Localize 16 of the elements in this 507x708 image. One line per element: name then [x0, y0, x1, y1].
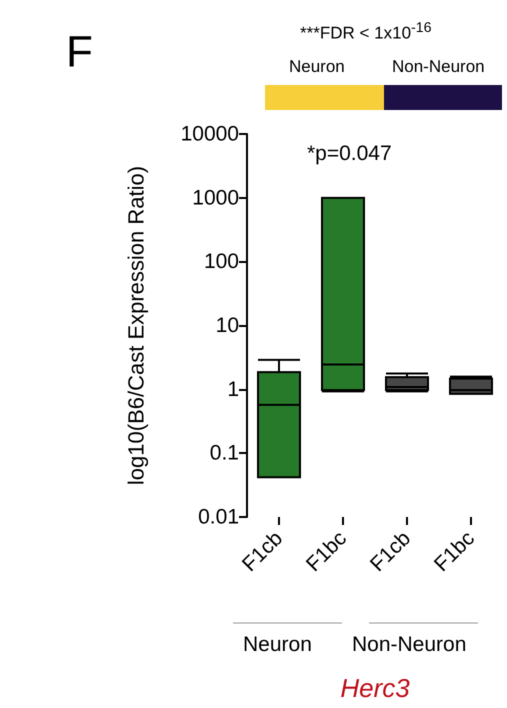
text: Neuron [243, 633, 312, 656]
y-tick-label: 1 [227, 378, 239, 401]
y-axis-title: log10(B6/Cast Expression Ratio) [124, 166, 148, 486]
y-tick-label: 100 [204, 250, 239, 274]
y-tick-label: 0.01 [198, 506, 239, 528]
annotation: *p=0.047 [307, 142, 392, 165]
y-tick-label: 10 [216, 314, 239, 337]
text: Neuron [289, 57, 345, 76]
text: Non-Neuron [392, 57, 485, 76]
text: Non-Neuron [352, 633, 466, 656]
y-tick-label: 0.1 [210, 442, 239, 465]
y-tick-label: 10000 [180, 122, 239, 146]
x-axis-title: Herc3 [340, 673, 410, 703]
text: F [66, 28, 93, 76]
text: ***FDR < 1x10$^{-16}$ [300, 20, 432, 44]
y-tick-label: 1000 [192, 186, 239, 210]
